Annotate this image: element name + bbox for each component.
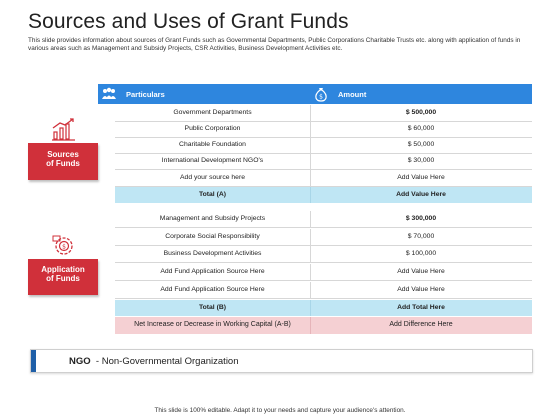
application-of-funds-label: Application of Funds: [28, 259, 98, 295]
particulars-header-label: Particulars: [126, 90, 165, 99]
row-amount: $ 60,000: [407, 125, 435, 132]
row-amount: Add Value Here: [397, 268, 445, 275]
ngo-accent-bar: [31, 350, 36, 372]
row-amount: $ 50,000: [407, 141, 435, 148]
row-amount: $ 300,000: [405, 215, 437, 222]
table-row: Management and Subsidy Projects $ 300,00…: [115, 211, 532, 228]
net-change-label: Net Increase or Decrease in Working Capi…: [134, 321, 291, 328]
sources-of-funds-label: Sources of Funds: [28, 143, 98, 180]
row-item: Charitable Foundation: [179, 141, 246, 148]
money-bag-icon: $: [315, 88, 327, 102]
total-b-label: Total (B): [198, 304, 227, 311]
net-change-amount: Add Difference Here: [389, 321, 453, 328]
row-item: Corporate Social Responsibility: [165, 233, 260, 240]
sources-label-line2: of Funds: [46, 159, 80, 168]
table-row: International Development NGO's $ 30,000: [115, 153, 532, 170]
ngo-abbr: NGO: [69, 356, 91, 367]
page-title: Sources and Uses of Grant Funds: [28, 10, 349, 33]
table-row: Business Development Activities $ 100,00…: [115, 246, 532, 263]
amount-header-label: Amount: [338, 90, 367, 99]
table-row: Charitable Foundation $ 50,000: [115, 137, 532, 154]
particulars-header: Particulars: [120, 84, 310, 104]
row-item: Add Fund Application Source Here: [160, 268, 265, 275]
sources-label-line1: Sources: [47, 150, 79, 159]
row-item: Public Corporation: [184, 125, 241, 132]
footer-note: This slide is 100% editable. Adapt it to…: [154, 407, 406, 414]
row-amount: Add Value Here: [397, 174, 445, 181]
ngo-separator: -: [95, 356, 100, 367]
gear-coin-icon: $: [52, 235, 73, 255]
row-item: Business Development Activities: [163, 250, 262, 257]
application-label-line2: of Funds: [46, 274, 80, 283]
money-bag-icon-box: $: [310, 84, 333, 104]
people-icon-box: [98, 84, 121, 104]
row-item: Management and Subsidy Projects: [159, 215, 266, 222]
amount-header: Amount: [332, 84, 532, 104]
table-row: Corporate Social Responsibility $ 70,000: [115, 229, 532, 246]
row-item: Government Departments: [173, 109, 252, 116]
row-amount: $ 100,000: [405, 250, 437, 257]
row-item: Add your source here: [180, 174, 245, 181]
row-amount: $ 30,000: [407, 157, 435, 164]
row-amount: $ 500,000: [405, 109, 437, 116]
net-change-row: Net Increase or Decrease in Working Capi…: [115, 317, 532, 334]
row-amount: $ 70,000: [407, 233, 435, 240]
row-amount: Add Value Here: [397, 286, 445, 293]
table-row: Add your source here Add Value Here: [115, 170, 532, 187]
chart-growth-icon: [52, 118, 75, 141]
total-b-amount: Add Total Here: [397, 304, 445, 311]
table-row: Government Departments $ 500,000: [115, 105, 532, 122]
total-a-row: Total (A) Add Value Here: [115, 187, 532, 203]
page-subtitle: This slide provides information about so…: [28, 37, 521, 52]
people-icon: [102, 87, 116, 99]
row-item: International Development NGO's: [161, 157, 264, 164]
svg-text:$: $: [319, 94, 323, 101]
table-row: Add Fund Application Source Here Add Val…: [115, 264, 532, 281]
svg-text:$: $: [62, 244, 66, 251]
table-row: Add Fund Application Source Here Add Val…: [115, 282, 532, 299]
total-b-row: Total (B) Add Total Here: [115, 300, 532, 316]
application-label-line1: Application: [41, 265, 85, 274]
ngo-definition: NGO - Non-Governmental Organization: [69, 356, 239, 367]
ngo-definition-box: NGO - Non-Governmental Organization: [30, 349, 533, 373]
ngo-full: Non-Governmental Organization: [101, 356, 239, 367]
total-a-amount: Add Value Here: [396, 191, 446, 198]
table-row: Public Corporation $ 60,000: [115, 121, 532, 138]
row-item: Add Fund Application Source Here: [160, 286, 265, 293]
total-a-label: Total (A): [198, 191, 227, 198]
